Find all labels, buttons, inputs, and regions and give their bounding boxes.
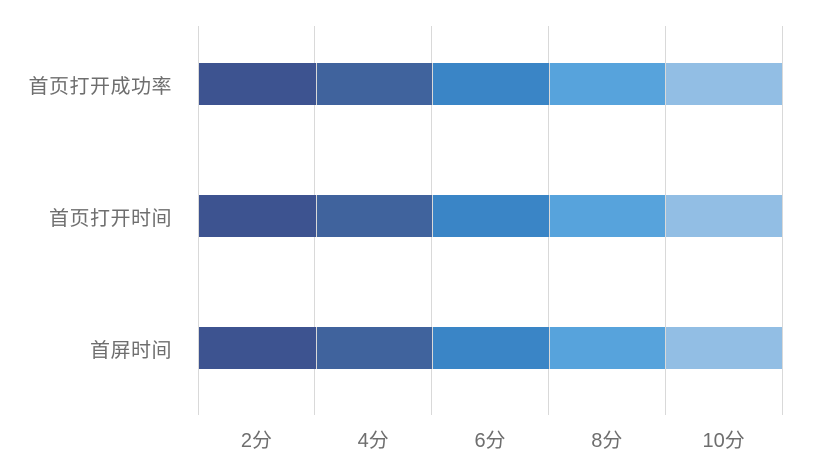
gridline xyxy=(781,26,783,415)
x-tick-label: 2分 xyxy=(240,430,272,452)
category-label: 首屏时间 xyxy=(90,339,172,362)
x-tick-label: 4分 xyxy=(357,430,389,452)
bar-segment-6分 xyxy=(432,195,549,237)
bar-segment-10分 xyxy=(665,327,782,369)
x-tick-label: 6分 xyxy=(474,430,506,452)
bar-segment-10分 xyxy=(665,195,782,237)
bar-segment-4分 xyxy=(315,63,433,105)
bar-row xyxy=(199,195,782,237)
bar-segment-4分 xyxy=(315,327,433,369)
category-label: 首页打开成功率 xyxy=(28,75,172,98)
bar-segment-4分 xyxy=(315,195,433,237)
bar-segment-2分 xyxy=(199,63,316,105)
bar-row xyxy=(199,63,782,105)
bar-segment-2分 xyxy=(199,195,316,237)
bar-segment-6分 xyxy=(432,327,549,369)
bar-segment-2分 xyxy=(199,327,316,369)
plot-area xyxy=(197,26,783,415)
bar-segment-6分 xyxy=(432,63,549,105)
bar-segment-8分 xyxy=(548,63,666,105)
bar-segment-8分 xyxy=(548,327,666,369)
gridline xyxy=(197,26,199,415)
bar-segment-8分 xyxy=(548,195,666,237)
bar-segment-10分 xyxy=(665,63,782,105)
x-tick-label: 8分 xyxy=(591,430,623,452)
x-tick-label: 10分 xyxy=(702,430,745,452)
category-label: 首页打开时间 xyxy=(49,207,172,230)
value-axis-labels: 2分 4分 6分 8分 10分 xyxy=(198,424,782,452)
bar-row xyxy=(199,327,782,369)
